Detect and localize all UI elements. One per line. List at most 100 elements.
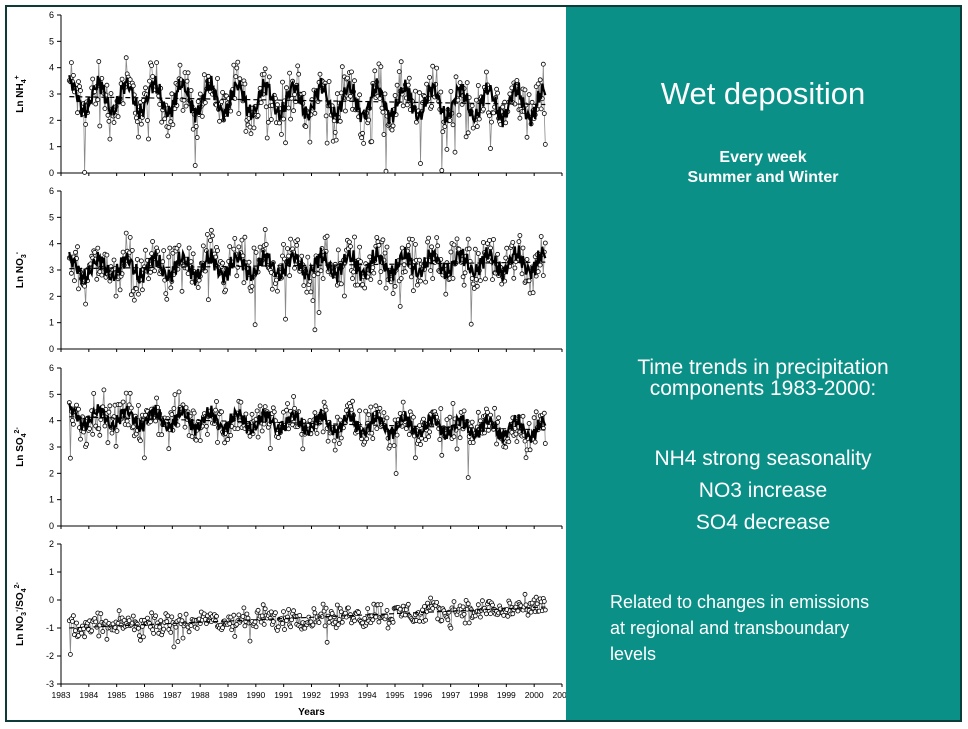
data-point (462, 620, 468, 626)
data-point (150, 239, 156, 244)
seasonal-fit-line (68, 75, 547, 128)
data-point (76, 406, 81, 412)
data-point (106, 409, 112, 415)
data-point (460, 604, 466, 610)
data-point (204, 431, 210, 437)
data-point (399, 245, 405, 251)
data-point (281, 116, 286, 122)
data-point (537, 262, 543, 268)
data-point (291, 394, 297, 399)
data-point (158, 618, 164, 623)
data-point (392, 283, 398, 289)
data-point (164, 296, 170, 302)
data-point (128, 292, 134, 298)
data-point (197, 438, 203, 444)
data-point (418, 278, 423, 284)
data-point (438, 89, 444, 95)
data-point (296, 71, 302, 77)
data-point (499, 281, 505, 287)
data-point (447, 414, 453, 420)
data-point (236, 612, 242, 618)
data-point (405, 243, 411, 248)
data-point (506, 439, 512, 445)
data-point (259, 613, 265, 619)
data-point (283, 316, 288, 322)
data-point (533, 594, 539, 600)
data-point (483, 69, 489, 75)
data-point (472, 613, 478, 619)
data-point (78, 88, 83, 93)
data-point (209, 233, 215, 239)
data-point (95, 97, 101, 103)
data-point (312, 410, 318, 416)
y-tick-label: 2 (49, 115, 54, 125)
data-point (320, 601, 326, 607)
x-tick-label: 1998 (469, 690, 488, 700)
data-point (447, 118, 453, 123)
data-point (72, 278, 77, 284)
data-point (301, 91, 307, 96)
data-point (249, 283, 255, 289)
data-point (190, 126, 196, 132)
data-point (195, 285, 201, 290)
data-point (352, 234, 357, 240)
data-point (285, 401, 290, 407)
data-point (542, 441, 548, 446)
data-point (236, 111, 242, 116)
data-point (188, 623, 194, 628)
data-point (466, 246, 472, 252)
data-point (326, 79, 332, 84)
data-point (289, 617, 295, 623)
data-point (402, 269, 408, 275)
data-point (384, 608, 390, 613)
data-point (323, 605, 329, 611)
data-point (70, 418, 75, 423)
data-point (220, 90, 226, 95)
data-point (442, 124, 448, 129)
data-point (231, 612, 237, 618)
data-point (247, 124, 253, 130)
data-point (448, 249, 454, 255)
data-point (161, 248, 167, 254)
data-point (105, 440, 111, 446)
data-point (111, 120, 117, 125)
data-point (100, 629, 106, 634)
y-tick-label: 5 (49, 36, 54, 46)
data-point (378, 269, 384, 275)
data-point (324, 639, 330, 645)
data-point (292, 265, 298, 271)
data-point (199, 114, 205, 119)
data-point (102, 106, 108, 111)
data-point (241, 280, 247, 286)
data-point (339, 619, 345, 625)
data-point (480, 240, 486, 245)
data-point (474, 124, 480, 129)
data-point (462, 270, 468, 276)
data-point (270, 405, 276, 411)
data-point (108, 91, 114, 96)
point-so4: SO4 decrease (695, 511, 831, 534)
data-point (265, 119, 271, 125)
data-point (236, 244, 242, 250)
data-point (157, 624, 163, 630)
data-point (131, 627, 137, 633)
data-point (172, 392, 178, 398)
x-tick-label: 1995 (386, 690, 405, 700)
data-point (450, 275, 456, 281)
data-point (454, 236, 460, 242)
data-point (133, 115, 139, 121)
data-point (474, 283, 480, 289)
data-point (145, 118, 150, 123)
data-point (135, 625, 141, 631)
data-point (532, 439, 538, 445)
data-point (519, 271, 525, 277)
data-point (123, 230, 129, 236)
data-point (439, 168, 445, 173)
data-point (428, 595, 434, 601)
data-point (115, 114, 121, 119)
data-point (104, 252, 110, 258)
data-point (333, 137, 339, 143)
data-point (439, 618, 445, 623)
data-point (257, 403, 263, 409)
data-point (366, 412, 372, 418)
